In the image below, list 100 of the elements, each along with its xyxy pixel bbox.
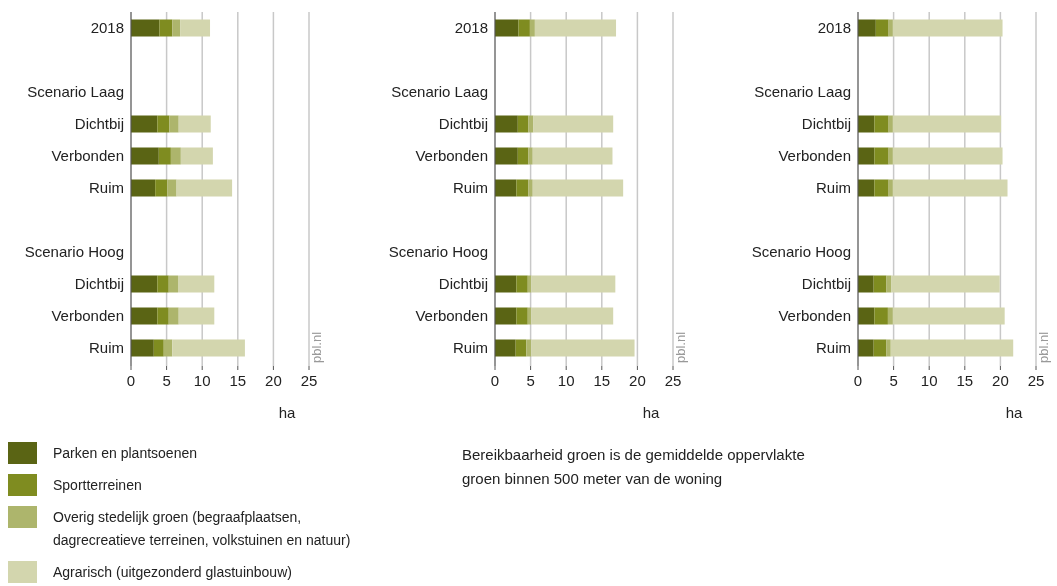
- y-tick-label: 2018: [454, 19, 488, 37]
- bar: [163, 339, 173, 357]
- bar: [516, 307, 528, 325]
- bar: [172, 339, 245, 357]
- y-tick-label: Dichtbij: [74, 115, 124, 133]
- x-tick-label: 20: [265, 372, 282, 389]
- x-tick-label: 5: [162, 372, 171, 389]
- bar: [157, 275, 169, 293]
- bar: [890, 339, 1014, 357]
- bar: [178, 307, 215, 325]
- bar: [858, 115, 875, 133]
- bar: [131, 179, 156, 197]
- bar: [180, 19, 211, 37]
- bar: [495, 147, 518, 165]
- bar: [168, 307, 179, 325]
- annotation: pbl.nl: [1036, 331, 1051, 363]
- bar: [858, 307, 875, 325]
- y-tick-label: Verbonden: [778, 147, 851, 165]
- bar: [168, 275, 178, 293]
- bar: [875, 19, 889, 37]
- bar: [531, 307, 614, 325]
- bar: [891, 275, 1000, 293]
- bar: [888, 115, 893, 133]
- bar: [495, 19, 519, 37]
- bar: [874, 115, 889, 133]
- x-axis-title: ha: [1005, 404, 1023, 421]
- text: Bereikbaarheid groen is de gemiddelde oppervlakte groen binnen 500 meter van de woning: [462, 446, 805, 487]
- bar: [155, 179, 168, 197]
- bar: [131, 339, 154, 357]
- y-tick-label: Ruim: [88, 179, 124, 197]
- y-tick-label: Verbonden: [778, 307, 851, 325]
- bar: [892, 179, 1008, 197]
- y-tick-label: Verbonden: [51, 147, 124, 165]
- bar: [531, 275, 616, 293]
- bar: [534, 19, 617, 37]
- bar: [892, 19, 1003, 37]
- bar: [131, 147, 159, 165]
- x-tick-label: 15: [229, 372, 247, 389]
- x-tick-label: 10: [557, 372, 575, 389]
- bar: [888, 179, 893, 197]
- bar: [177, 275, 215, 293]
- bar: [131, 275, 158, 293]
- bar: [153, 339, 164, 357]
- bar: [528, 147, 533, 165]
- y-tick-label: Verbonden: [415, 147, 488, 165]
- bar: [516, 275, 528, 293]
- y-tick-label: Dichtbij: [801, 115, 851, 133]
- y-tick-label: Scenario Hoog: [24, 243, 124, 261]
- annotation: pbl.nl: [673, 331, 688, 363]
- bar: [858, 275, 874, 293]
- x-tick-label: 0: [490, 372, 500, 389]
- bar: [167, 179, 177, 197]
- x-axis-title: ha: [642, 404, 660, 421]
- bar: [518, 19, 530, 37]
- bar: [495, 307, 517, 325]
- bar: [873, 275, 887, 293]
- x-tick-label: 15: [956, 372, 974, 389]
- y-tick-label: 2018: [90, 19, 124, 37]
- y-tick-label: Ruim: [88, 339, 124, 357]
- bar: [858, 19, 876, 37]
- bar: [517, 115, 529, 133]
- bar: [170, 147, 181, 165]
- bar: [172, 19, 181, 37]
- legend-label: Agrarisch (uitgezonderd glastuinbouw): [53, 564, 292, 580]
- bar: [531, 339, 635, 357]
- y-tick-label: Verbonden: [415, 307, 488, 325]
- bar: [858, 179, 875, 197]
- x-tick-label: 20: [629, 372, 646, 389]
- bar: [178, 115, 211, 133]
- bar: [495, 179, 517, 197]
- bar: [528, 179, 533, 197]
- x-tick-label: 10: [193, 372, 211, 389]
- bar: [874, 307, 888, 325]
- bar: [532, 179, 624, 197]
- y-tick-label: Scenario Hoog: [388, 243, 488, 261]
- y-tick-label: Dichtbij: [801, 275, 851, 293]
- bar: [528, 115, 534, 133]
- y-tick-label: Dichtbij: [438, 275, 488, 293]
- bar: [888, 147, 893, 165]
- x-tick-label: 15: [593, 372, 611, 389]
- bar: [533, 115, 614, 133]
- bar: [529, 19, 535, 37]
- bar: [886, 339, 891, 357]
- x-axis-title: ha: [278, 404, 296, 421]
- bar: [131, 307, 158, 325]
- bar: [131, 19, 160, 37]
- x-tick-label: 25: [664, 372, 682, 389]
- legend-label: Parken en plantsoenen: [53, 445, 197, 461]
- bar: [495, 275, 517, 293]
- bar: [873, 339, 887, 357]
- y-tick-label: Ruim: [815, 179, 851, 197]
- bar: [886, 275, 892, 293]
- bar: [157, 307, 169, 325]
- legend-label: Overig stedelijk groen (begraafplaatsen, dagrecreatieve terreinen, volkstuinen en natuur): [53, 509, 351, 548]
- bar: [131, 115, 158, 133]
- bar: [526, 339, 532, 357]
- bar: [874, 147, 889, 165]
- y-tick-label: Dichtbij: [74, 275, 124, 293]
- bar: [888, 19, 893, 37]
- x-tick-label: 0: [853, 372, 863, 389]
